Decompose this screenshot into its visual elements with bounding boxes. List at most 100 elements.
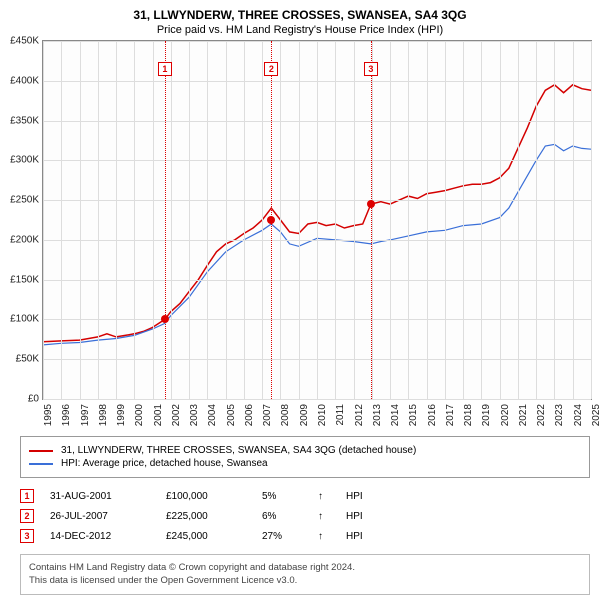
grid-line-v (427, 41, 428, 399)
sale-pct: 5% (262, 491, 302, 502)
sale-marker-line (165, 41, 166, 399)
sale-marker-badge: 3 (364, 62, 378, 76)
x-axis-label: 2018 (463, 404, 474, 426)
x-axis-label: 2023 (554, 404, 565, 426)
grid-line-v (189, 41, 190, 399)
arrow-up-icon: ↑ (318, 491, 330, 502)
x-axis-label: 2024 (573, 404, 584, 426)
x-axis-label: 2002 (171, 404, 182, 426)
x-axis-label: 2012 (354, 404, 365, 426)
x-axis-label: 2004 (207, 404, 218, 426)
y-axis-label: £50K (1, 354, 39, 365)
legend-label: HPI: Average price, detached house, Swan… (61, 458, 268, 469)
sales-table: 131-AUG-2001£100,0005%↑HPI226-JUL-2007£2… (20, 486, 590, 546)
grid-line-v (153, 41, 154, 399)
sale-price: £245,000 (166, 531, 246, 542)
x-axis-label: 2025 (591, 404, 600, 426)
y-axis-label: £200K (1, 234, 39, 245)
sale-pct: 27% (262, 531, 302, 542)
grid-line-v (536, 41, 537, 399)
sale-row: 1 31-AUG-2001 £100,000 5% ↑ HPI (20, 486, 590, 506)
grid-line-v (390, 41, 391, 399)
x-axis-label: 2022 (536, 404, 547, 426)
sale-row: 3 14-DEC-2012 £245,000 27% ↑ HPI (20, 526, 590, 546)
x-axis-label: 2005 (226, 404, 237, 426)
grid-line-v (262, 41, 263, 399)
y-axis-label: £450K (1, 36, 39, 47)
x-axis-label: 1996 (61, 404, 72, 426)
grid-line-v (43, 41, 44, 399)
grid-line-v (207, 41, 208, 399)
x-axis-label: 2000 (134, 404, 145, 426)
y-axis-label: £400K (1, 75, 39, 86)
x-axis-label: 2019 (481, 404, 492, 426)
sale-row: 226-JUL-2007£225,0006%↑HPI (20, 506, 590, 526)
x-axis-label: 2014 (390, 404, 401, 426)
sale-price: £100,000 (166, 491, 246, 502)
grid-line-h (43, 399, 591, 400)
sale-marker-badge: 2 (264, 62, 278, 76)
grid-line-v (573, 41, 574, 399)
x-axis-label: 2008 (280, 404, 291, 426)
y-axis-label: £0 (1, 394, 39, 405)
grid-line-v (554, 41, 555, 399)
sale-num-badge: 3 (20, 529, 34, 543)
x-axis-label: 2020 (500, 404, 511, 426)
x-axis-label: 2003 (189, 404, 200, 426)
y-axis-label: £300K (1, 155, 39, 166)
footer-line-2: This data is licensed under the Open Gov… (29, 574, 581, 587)
attribution-footer: Contains HM Land Registry data © Crown c… (20, 554, 590, 595)
grid-line-v (408, 41, 409, 399)
x-axis-label: 1998 (98, 404, 109, 426)
grid-line-v (445, 41, 446, 399)
grid-line-v (463, 41, 464, 399)
x-axis-label: 2013 (372, 404, 383, 426)
sale-marker-line (371, 41, 372, 399)
sale-suffix: HPI (346, 491, 363, 502)
grid-line-v (61, 41, 62, 399)
sale-num-badge: 1 (20, 489, 34, 503)
chart-plot-area: £0£50K£100K£150K£200K£250K£300K£350K£400… (42, 40, 592, 400)
arrow-up-icon: ↑ (318, 531, 330, 542)
x-axis-label: 2001 (153, 404, 164, 426)
grid-line-v (372, 41, 373, 399)
sale-marker-dot (367, 200, 375, 208)
grid-line-v (226, 41, 227, 399)
sale-price: £225,000 (166, 511, 246, 522)
x-axis-label: 2006 (244, 404, 255, 426)
grid-line-v (518, 41, 519, 399)
sale-suffix: HPI (346, 531, 363, 542)
x-axis-label: 2015 (408, 404, 419, 426)
x-axis-label: 2007 (262, 404, 273, 426)
y-axis-label: £150K (1, 274, 39, 285)
y-axis-label: £350K (1, 115, 39, 126)
sale-date: 31-AUG-2001 (50, 491, 150, 502)
x-axis-label: 2017 (445, 404, 456, 426)
sale-marker-badge: 1 (158, 62, 172, 76)
x-axis-label: 2009 (299, 404, 310, 426)
grid-line-v (98, 41, 99, 399)
arrow-up-icon: ↑ (318, 511, 330, 522)
chart-title: 31, LLWYNDERW, THREE CROSSES, SWANSEA, S… (0, 0, 600, 22)
sale-date: 26-JUL-2007 (50, 511, 150, 522)
grid-line-v (80, 41, 81, 399)
x-axis-label: 2011 (335, 404, 346, 426)
x-axis-label: 2010 (317, 404, 328, 426)
chart-subtitle: Price paid vs. HM Land Registry's House … (0, 22, 600, 40)
x-axis-label: 2021 (518, 404, 529, 426)
grid-line-v (317, 41, 318, 399)
sale-marker-dot (161, 315, 169, 323)
grid-line-v (171, 41, 172, 399)
sale-suffix: HPI (346, 511, 363, 522)
legend-box: 31, LLWYNDERW, THREE CROSSES, SWANSEA, S… (20, 436, 590, 478)
grid-line-v (354, 41, 355, 399)
sale-marker-dot (267, 216, 275, 224)
grid-line-v (335, 41, 336, 399)
grid-line-v (280, 41, 281, 399)
y-axis-label: £100K (1, 314, 39, 325)
x-axis-label: 1999 (116, 404, 127, 426)
y-axis-label: £250K (1, 195, 39, 206)
grid-line-v (299, 41, 300, 399)
legend-label: 31, LLWYNDERW, THREE CROSSES, SWANSEA, S… (61, 445, 416, 456)
sale-date: 14-DEC-2012 (50, 531, 150, 542)
